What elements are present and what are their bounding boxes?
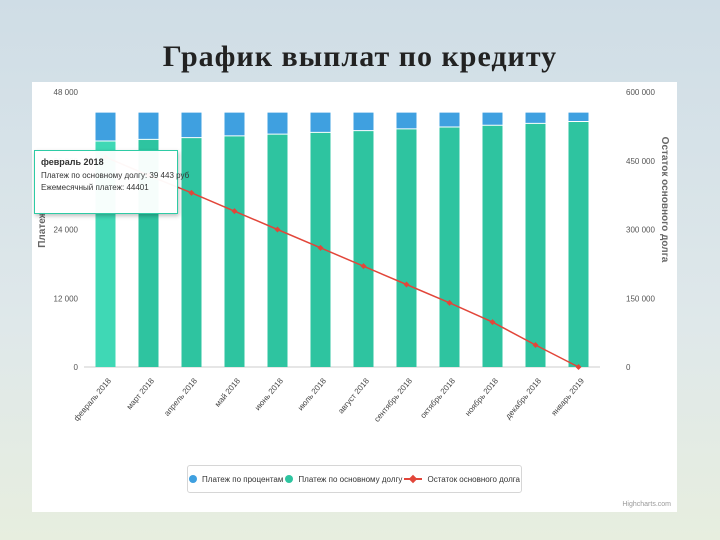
- bar-principal: [267, 134, 288, 367]
- y-right-tick-label: 150 000: [626, 294, 655, 303]
- tooltip-title: февраль 2018: [41, 157, 104, 167]
- bar-interest: [439, 112, 460, 128]
- slide-title: График выплат по кредиту: [162, 40, 558, 73]
- point-balance: [575, 364, 582, 370]
- bar-interest: [568, 112, 589, 122]
- point-balance: [446, 299, 453, 306]
- bar-interest: [310, 112, 331, 133]
- y-right-tick-label: 0: [626, 363, 631, 372]
- legend-interest-swatch-icon: [189, 475, 198, 483]
- x-tick-label: декабрь 2018: [504, 376, 544, 421]
- x-tick-label: июнь 2018: [253, 376, 285, 412]
- point-balance: [532, 342, 539, 348]
- point-balance: [317, 244, 324, 251]
- legend-item-interest[interactable]: Платеж по процентам: [189, 475, 283, 484]
- bar-interest: [181, 112, 202, 138]
- y-left-tick-label: 12 000: [54, 294, 79, 303]
- bar-principal: [568, 121, 589, 368]
- x-tick-label: март 2018: [125, 376, 157, 411]
- y-right-tick-label: 450 000: [626, 157, 655, 166]
- x-tick-label: апрель 2018: [162, 376, 199, 418]
- point-balance: [188, 189, 195, 196]
- y-left-tick-label: 0: [74, 363, 79, 372]
- line-balance: [105, 156, 579, 368]
- bar-principal: [525, 123, 546, 367]
- legend-principal-swatch-icon: [285, 475, 294, 483]
- x-tick-label: октябрь 2018: [418, 376, 457, 420]
- legend-interest-label: Платеж по процентам: [202, 474, 284, 484]
- y-right-tick-label: 300 000: [626, 226, 655, 235]
- legend-item-principal[interactable]: Платеж по основному долгу: [285, 475, 402, 484]
- bar-interest: [525, 112, 546, 124]
- point-balance: [274, 226, 281, 233]
- tooltip-total-line: Ежемесячный платеж: 44401: [41, 183, 149, 192]
- bar-interest: [224, 112, 245, 136]
- point-balance: [403, 281, 410, 288]
- legend-item-balance[interactable]: Остаток основного долга: [404, 474, 520, 484]
- chart-tooltip: февраль 2018 Платеж по основному долгу: …: [34, 150, 190, 214]
- point-balance: [231, 208, 238, 215]
- bar-principal: [353, 130, 374, 367]
- bar-principal: [396, 128, 417, 367]
- x-tick-label: февраль 2018: [72, 376, 113, 423]
- point-balance: [489, 319, 496, 326]
- bar-interest: [138, 112, 159, 140]
- bar-principal: [224, 135, 245, 367]
- legend-principal-label: Платеж по основному долгу: [298, 474, 403, 484]
- bar-interest: [482, 112, 503, 126]
- bar-interest: [95, 112, 116, 142]
- x-tick-label: январь 2019: [550, 376, 587, 417]
- y-right-tick-label: 600 000: [626, 88, 655, 97]
- y-left-tick-label: 48 000: [54, 88, 79, 97]
- bar-principal: [482, 125, 503, 367]
- y-left-axis-title: Платеж: [37, 210, 48, 247]
- bar-principal: [439, 127, 460, 367]
- x-tick-label: ноябрь 2018: [463, 376, 500, 418]
- bar-interest: [396, 112, 417, 129]
- chart-credit[interactable]: Highcharts.com: [622, 501, 671, 508]
- x-tick-label: июль 2018: [296, 376, 328, 412]
- x-tick-label: август 2018: [336, 376, 371, 415]
- tooltip-principal-line: Платеж по основному долгу: 39 443 руб: [41, 171, 190, 180]
- y-right-axis-title: Остаток основного долга: [659, 137, 670, 263]
- y-left-tick-label: 24 000: [54, 226, 79, 235]
- x-tick-label: сентябрь 2018: [372, 376, 414, 424]
- legend-balance-swatch-icon: [404, 474, 423, 484]
- legend-balance-label: Остаток основного долга: [427, 474, 520, 484]
- bar-interest: [267, 112, 288, 135]
- chart-legend: Платеж по процентам Платеж по основному …: [187, 465, 522, 493]
- x-tick-label: май 2018: [213, 376, 242, 409]
- point-balance: [360, 263, 367, 270]
- bar-interest: [353, 112, 374, 131]
